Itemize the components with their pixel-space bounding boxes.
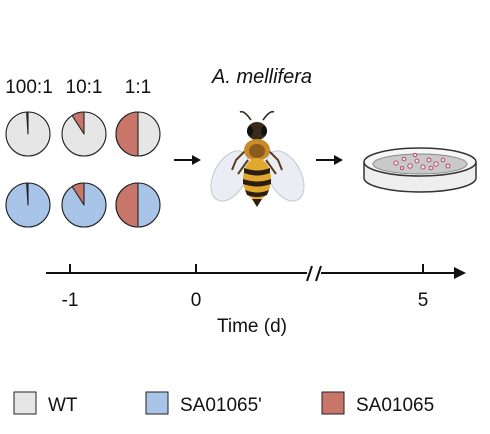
pie-minor-slice [71, 111, 85, 135]
petri-dish-icon [363, 147, 477, 193]
tick-label-0: 0 [191, 290, 202, 311]
tick-label-minus-1: -1 [62, 290, 79, 311]
legend-label-sa01065-prime: SA01065' [180, 395, 262, 416]
legend-label-wt: WT [48, 395, 78, 416]
legend-label-sa01065: SA01065 [356, 395, 434, 416]
pie-minor-slice [26, 111, 29, 135]
legend-swatch-wt [13, 391, 37, 415]
ratio-pie-grid [5, 111, 161, 228]
right-arrow-icon [174, 155, 201, 165]
ratio-label-100-1: 100:1 [5, 77, 53, 98]
legend: WT SA01065' SA01065 [13, 391, 434, 416]
ratio-label-1-1: 1:1 [125, 77, 151, 98]
pie-minor-slice [115, 111, 139, 157]
pie-minor-slice [115, 182, 139, 228]
legend-swatch-sa01065 [321, 391, 345, 415]
time-axis-label: Time (d) [217, 316, 287, 337]
ratio-label-10-1: 10:1 [66, 77, 103, 98]
timeline-axis [46, 264, 466, 282]
legend-swatch-sa01065-prime [145, 391, 169, 415]
tick-label-5: 5 [418, 290, 429, 311]
species-title: A. mellifera [211, 66, 312, 88]
right-arrow-icon [316, 155, 343, 165]
honeybee-icon [210, 110, 305, 207]
pie-minor-slice [71, 182, 85, 206]
pie-minor-slice [26, 182, 29, 206]
